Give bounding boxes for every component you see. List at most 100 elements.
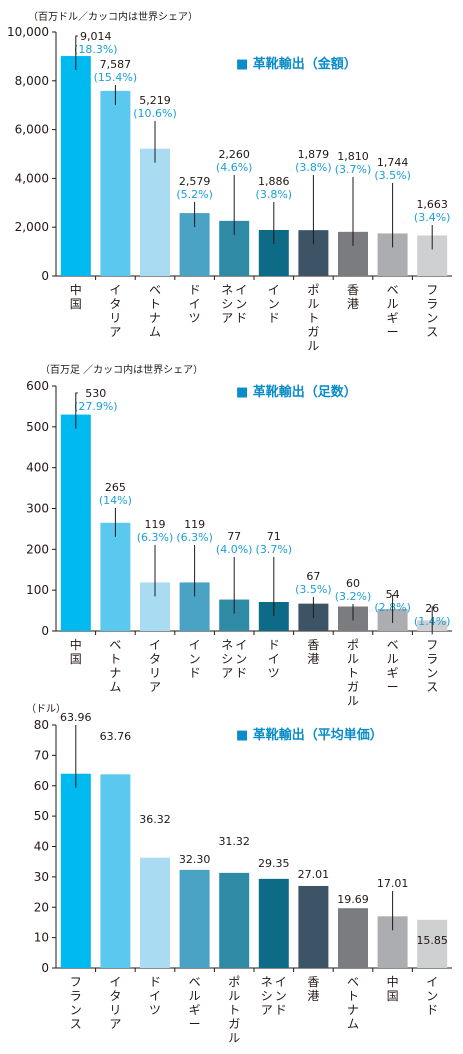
- share-label: (18.3%): [74, 43, 118, 56]
- bar-3: [140, 148, 170, 276]
- leader-line: [75, 35, 78, 71]
- y-tick-label: 10: [34, 931, 49, 945]
- category-label: イタリア: [109, 283, 121, 339]
- value-label: 530: [85, 387, 106, 400]
- share-label: (6.3%): [137, 531, 174, 544]
- share-label: (3.8%): [295, 161, 332, 174]
- leader-line: [75, 392, 78, 429]
- category-label: イタリア: [149, 638, 161, 694]
- value-label: 27.01: [298, 868, 330, 881]
- value-label: 1,879: [298, 148, 330, 161]
- bar-2: [100, 522, 131, 631]
- value-label: 67: [306, 570, 320, 583]
- share-label: (15.4%): [94, 71, 138, 84]
- category-label: ベトナム: [149, 283, 161, 339]
- value-label: 119: [184, 518, 205, 531]
- value-label: 36.32: [139, 813, 171, 826]
- share-label: (6.3%): [176, 531, 213, 544]
- share-label: (5.2%): [176, 188, 213, 201]
- share-label: (3.5%): [295, 583, 332, 596]
- bar-1: [60, 414, 91, 631]
- y-tick-label: 30: [34, 870, 49, 884]
- value-label: 1,886: [258, 175, 290, 188]
- chart-panel-3: （ドル） ■ 革靴輸出（平均単価） 0 10 20 30 40 50 60 70 80 フランス 63.…: [26, 703, 452, 1045]
- share-label: (10.6%): [133, 107, 177, 120]
- category-label: ポルトガル: [347, 638, 359, 708]
- category-label: インドネシア: [221, 283, 247, 325]
- value-label: 1,744: [377, 156, 409, 169]
- unit-label: （ドル）: [26, 703, 66, 715]
- y-tick-label: 80: [34, 718, 49, 732]
- share-label: (14%): [99, 494, 132, 507]
- value-label: 54: [386, 588, 400, 601]
- category-label: ドイツ: [268, 638, 280, 680]
- y-tick-label: 0: [41, 269, 49, 283]
- share-label: (3.5%): [374, 169, 411, 182]
- category-label: 中国: [70, 282, 82, 311]
- category-label: フランス: [426, 283, 438, 339]
- chart-panel-1: （百万ドル／カッコ内は世界シェア） ■ 革靴輸出（金額） 0 2,000 4,000 6,…: [7, 10, 452, 353]
- category-label: イタリア: [109, 975, 121, 1031]
- value-label: 5,219: [139, 94, 171, 107]
- value-label: 9,014: [80, 30, 112, 43]
- share-label: (3.8%): [256, 188, 293, 201]
- share-label: (3.4%): [414, 211, 451, 224]
- value-label: 2,260: [218, 148, 250, 161]
- value-label: 32.30: [179, 853, 211, 866]
- unit-label: （百万ドル／カッコ内は世界シェア）: [28, 10, 198, 23]
- chart-title: ■ 革靴輸出（平均単価）: [236, 727, 383, 743]
- category-label: 香港: [307, 638, 319, 666]
- category-label: インドネシア: [221, 638, 247, 680]
- category-label: 香港: [307, 975, 319, 1003]
- value-label: 19.69: [337, 893, 369, 906]
- value-label: 17.01: [377, 877, 409, 890]
- category-label: 香港: [347, 283, 359, 311]
- bar-6: [258, 878, 289, 968]
- value-label: 63.96: [60, 711, 92, 724]
- y-tick-label: 0: [41, 961, 49, 975]
- share-label: (3.2%): [335, 590, 372, 603]
- category-label: インド: [268, 283, 280, 325]
- category-label: フランス: [70, 975, 82, 1031]
- bar-2: [100, 774, 131, 968]
- share-label: (3.7%): [335, 163, 372, 176]
- category-label: インド: [189, 638, 201, 680]
- bar-1: [60, 56, 91, 277]
- share-label: (27.9%): [74, 400, 118, 413]
- y-tick-label: 20: [34, 900, 49, 914]
- bar-7: [298, 885, 329, 968]
- category-label: ベルギー: [387, 638, 399, 694]
- category-label: ベルギー: [387, 283, 399, 339]
- chart-title: ■ 革靴輸出（足数）: [236, 384, 357, 400]
- value-label: 77: [227, 530, 241, 543]
- category-label: ポルトガル: [307, 283, 319, 353]
- category-label: ドイツ: [149, 975, 161, 1017]
- category-label: ベトナム: [109, 638, 121, 694]
- bar-5: [219, 872, 250, 968]
- y-tick-label: 4,000: [15, 171, 49, 185]
- y-tick-label: 100: [26, 583, 49, 597]
- y-tick-label: 50: [34, 809, 49, 823]
- value-label: 63.76: [100, 730, 132, 743]
- bar-1: [60, 773, 91, 968]
- category-label: ポルトガル: [228, 975, 240, 1045]
- category-label: インド: [426, 975, 438, 1017]
- category-label: 中国: [70, 637, 82, 666]
- y-tick-label: 500: [26, 420, 49, 434]
- value-label: 60: [346, 577, 360, 590]
- chart-title: ■ 革靴輸出（金額）: [236, 56, 357, 72]
- share-label: (3.7%): [256, 543, 293, 556]
- bar-3: [140, 857, 170, 968]
- unit-label: （百万足 ／カッコ内は世界シェア）: [40, 363, 203, 376]
- category-label: 中国: [387, 974, 399, 1003]
- value-label: 71: [267, 530, 281, 543]
- y-tick-label: 10,000: [7, 25, 49, 39]
- category-label: ベトナム: [347, 975, 359, 1031]
- y-tick-label: 600: [26, 379, 49, 393]
- y-tick-label: 400: [26, 461, 49, 475]
- y-tick-label: 60: [34, 779, 49, 793]
- value-label: 1,810: [337, 150, 369, 163]
- category-label: ドイツ: [189, 283, 201, 325]
